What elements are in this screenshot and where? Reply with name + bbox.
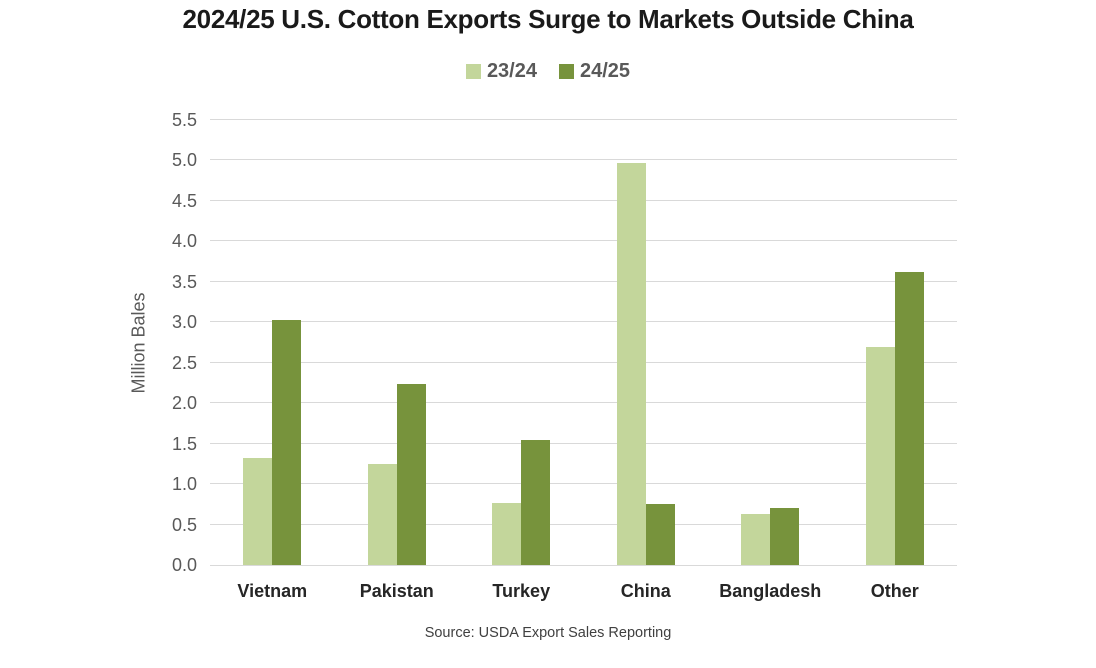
gridline (210, 402, 957, 404)
bar-23-24-other (865, 346, 895, 565)
bar-group-other (833, 120, 958, 565)
y-tick-label: 0.5 (171, 514, 197, 535)
bar-24-25-turkey (521, 439, 551, 565)
gridline (210, 119, 957, 120)
bar-group-vietnam (210, 120, 335, 565)
x-axis-labels: Vietnam Pakistan Turkey China Bangladesh Othe… (210, 581, 957, 602)
y-tick-label: 4.5 (171, 190, 197, 211)
gridline (210, 321, 957, 323)
bar-group-bangladesh (708, 120, 833, 565)
gridline (210, 523, 957, 525)
y-tick-label: 5.5 (171, 110, 197, 130)
legend-label-2324: 23/24 (486, 60, 537, 82)
bar-24-25-vietnam (272, 319, 302, 565)
bar-23-24-china (616, 162, 646, 565)
y-tick-label: 0.0 (171, 555, 197, 575)
x-label-pakistan: Pakistan (359, 581, 434, 601)
x-label-china: China (620, 581, 671, 601)
legend-item-2324: 23/24 (465, 60, 537, 83)
y-tick-label: 2.0 (171, 393, 197, 414)
legend: 23/24 24/25 (0, 60, 1096, 83)
bar-23-24-bangladesh (741, 514, 771, 565)
y-tick-label: 1.5 (171, 433, 197, 454)
bar-23-24-pakistan (367, 463, 397, 565)
legend-label-2425: 24/25 (580, 60, 631, 82)
y-tick-label: 3.5 (171, 271, 197, 292)
gridline (210, 199, 957, 201)
gridline (210, 159, 957, 161)
gridline (210, 361, 957, 363)
x-label-turkey: Turkey (492, 581, 551, 601)
bar-group-turkey (459, 120, 584, 565)
bar-group-pakistan (335, 120, 460, 565)
chart-title: 2024/25 U.S. Cotton Exports Surge to Mar… (182, 4, 914, 34)
bar-24-25-bangladesh (770, 508, 800, 565)
y-tick-label: 2.5 (171, 352, 197, 373)
y-tick-label: 1.0 (171, 474, 197, 495)
legend-swatch-2425-icon (559, 64, 574, 79)
x-label-other: Other (870, 581, 919, 601)
x-label-bangladesh: Bangladesh (719, 581, 822, 601)
bar-groups (210, 120, 957, 565)
legend-item-2425: 24/25 (559, 60, 630, 83)
legend-swatch-2324-icon (465, 64, 481, 79)
source-note: Source: USDA Export Sales Reporting (424, 625, 672, 641)
y-tick-label: 4.0 (171, 231, 197, 252)
bar-23-24-turkey (492, 502, 522, 565)
bar-23-24-vietnam (243, 458, 273, 565)
bar-24-25-china (645, 504, 675, 565)
y-tick-label: 3.0 (171, 312, 197, 333)
y-axis-title: Million Bales (128, 292, 149, 394)
gridline (210, 483, 957, 485)
bar-24-25-pakistan (396, 383, 426, 565)
gridline (210, 442, 957, 444)
bar-24-25-other (894, 272, 924, 565)
y-tick-label: 5.0 (171, 150, 197, 171)
bar-group-china (584, 120, 709, 565)
plot-area (210, 119, 957, 566)
x-label-vietnam: Vietnam (237, 581, 308, 601)
gridline (210, 280, 957, 282)
gridline (210, 240, 957, 242)
